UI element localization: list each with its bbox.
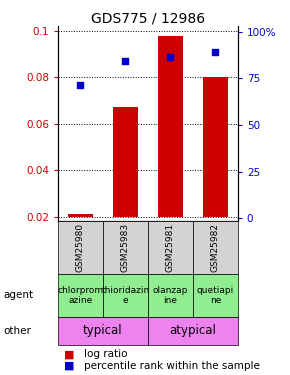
Bar	[158, 36, 183, 217]
Text: log ratio: log ratio	[84, 350, 128, 359]
Bar	[203, 77, 228, 217]
Point	[213, 49, 218, 55]
Text: GSM25980: GSM25980	[76, 223, 85, 272]
Bar	[58, 274, 103, 317]
Bar	[103, 221, 148, 274]
Bar	[58, 221, 103, 274]
Bar	[58, 317, 148, 345]
Text: ■: ■	[64, 361, 74, 370]
Text: quetiapi
ne: quetiapi ne	[197, 286, 234, 305]
Text: olanzap
ine: olanzap ine	[153, 286, 188, 305]
Bar	[148, 221, 193, 274]
Bar	[103, 274, 148, 317]
Bar	[193, 274, 238, 317]
Text: GSM25981: GSM25981	[166, 223, 175, 272]
Point	[168, 54, 173, 60]
Text: ■: ■	[64, 350, 74, 359]
Text: atypical: atypical	[169, 324, 216, 338]
Point	[78, 82, 83, 88]
Bar	[113, 108, 138, 217]
Text: agent: agent	[3, 290, 33, 300]
Text: thioridazin
e: thioridazin e	[101, 286, 150, 305]
Text: GSM25982: GSM25982	[211, 223, 220, 272]
Bar	[193, 221, 238, 274]
Text: other: other	[3, 326, 31, 336]
Text: chlorprom
azine: chlorprom azine	[57, 286, 104, 305]
Point	[123, 58, 128, 64]
Bar	[148, 317, 238, 345]
Bar	[68, 214, 93, 217]
Bar	[148, 274, 193, 317]
Text: GSM25983: GSM25983	[121, 223, 130, 272]
Text: typical: typical	[83, 324, 123, 338]
Text: percentile rank within the sample: percentile rank within the sample	[84, 361, 260, 370]
Title: GDS775 / 12986: GDS775 / 12986	[91, 11, 205, 25]
